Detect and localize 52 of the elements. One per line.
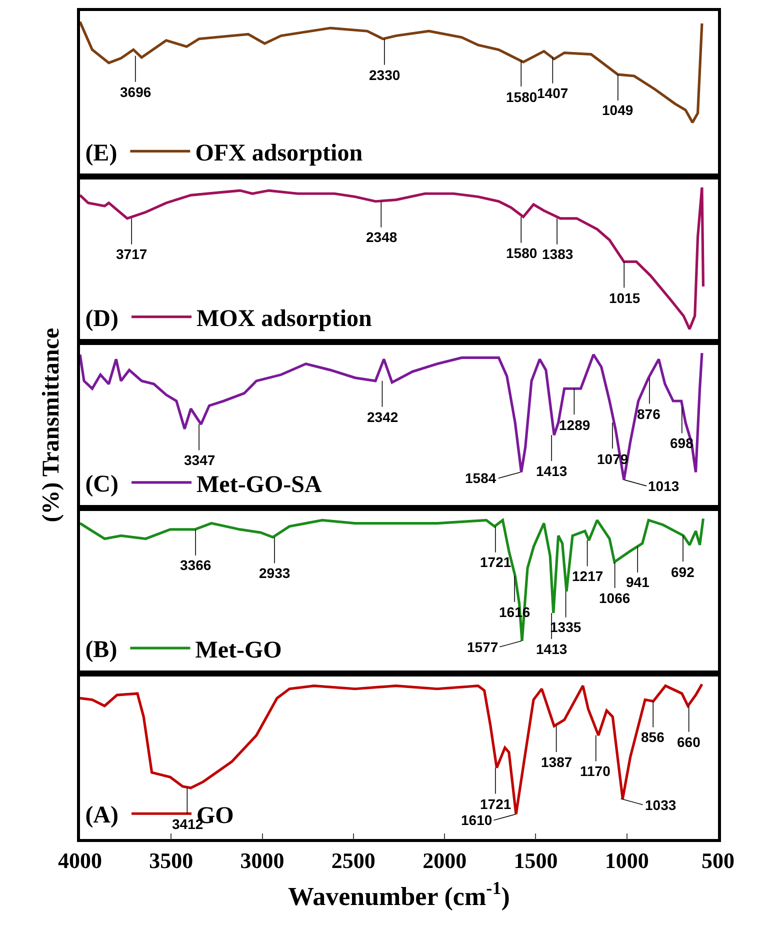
x-tick-label: 1500 <box>514 848 558 874</box>
x-tick-label: 4000 <box>58 848 102 874</box>
annotation: 2342 <box>367 409 398 425</box>
annotation: 1033 <box>645 797 676 813</box>
annotation: 941 <box>626 574 650 590</box>
annotation: 1413 <box>536 463 568 479</box>
y-axis-title: (%) Transmittance <box>38 327 64 522</box>
legend-label: Met-GO <box>195 637 282 664</box>
x-axis-title: Wavenumber (cm$^{-1}$) <box>288 878 510 911</box>
annotation: 1610 <box>461 812 492 828</box>
x-tick-label: 2500 <box>331 848 376 874</box>
annotation: 1049 <box>602 102 634 118</box>
annotation: 856 <box>641 729 665 745</box>
x-tick-label: 500 <box>702 848 734 874</box>
annotation: 660 <box>677 734 701 750</box>
x-tick-label: 3500 <box>149 848 194 874</box>
x-tick-label: 2000 <box>422 848 467 874</box>
annotation: 1577 <box>467 639 498 655</box>
annotation: 3717 <box>116 246 148 262</box>
legend-label: MOX adsorption <box>196 306 372 332</box>
annotation: 1407 <box>537 85 568 101</box>
annotation: 1413 <box>536 641 568 657</box>
annotation: 876 <box>637 406 661 422</box>
legend-label: OFX adsorption <box>195 140 363 167</box>
annotation: 1721 <box>480 796 512 812</box>
annotation: 2933 <box>259 565 290 581</box>
x-tick-label: 3000 <box>240 848 284 874</box>
annotation: 692 <box>671 564 695 580</box>
legend-title: (E) <box>85 140 118 166</box>
legend-label: Met-GO-SA <box>196 472 322 498</box>
x-tick-label: 1000 <box>604 848 649 874</box>
annotation: 2330 <box>369 67 400 83</box>
legend-title: (C) <box>85 472 119 498</box>
annotation: 3696 <box>120 84 152 100</box>
annotation: 1721 <box>480 554 512 570</box>
legend-title: (D) <box>85 306 119 332</box>
annotation: 1584 <box>465 470 496 486</box>
annotation: 3366 <box>180 557 212 573</box>
annotation: 1289 <box>559 417 590 433</box>
annotation: 1580 <box>506 245 538 261</box>
annotation: 3347 <box>184 452 216 468</box>
annotation: 1013 <box>648 478 680 494</box>
legend-title: (B) <box>85 637 118 664</box>
annotation: 1387 <box>541 754 572 770</box>
annotation: 1170 <box>580 763 611 779</box>
annotation: 1383 <box>542 246 574 262</box>
annotation: 1580 <box>506 89 538 105</box>
annotation: 2348 <box>366 229 398 245</box>
legend-title: (A) <box>85 802 119 829</box>
annotation: 1217 <box>572 568 604 584</box>
annotation: 1066 <box>599 590 630 606</box>
annotation: 1015 <box>609 290 640 306</box>
